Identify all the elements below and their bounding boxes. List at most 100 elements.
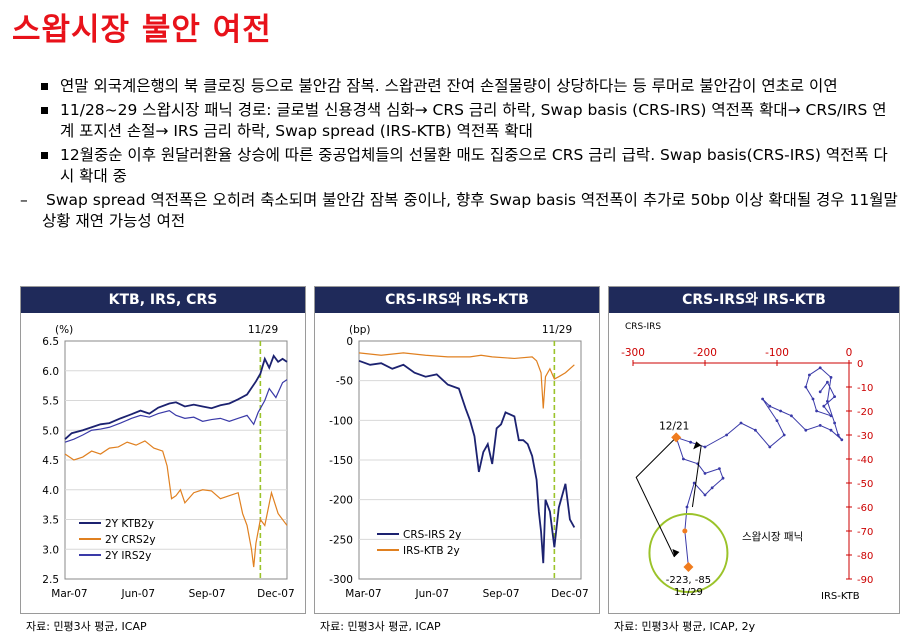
scatter-point <box>815 409 818 413</box>
bullet-item: 11/28~29 스왑시장 패닉 경로: 글로벌 신용경색 심화→ CRS 금리… <box>38 100 898 142</box>
series-line <box>358 352 575 409</box>
scatter-point <box>703 445 707 449</box>
x-tick-label: Mar-07 <box>345 588 381 600</box>
scatter-point <box>826 380 829 384</box>
scatter-point <box>768 445 772 449</box>
source-note: 자료: 민평3사 평균, ICAP <box>320 620 441 633</box>
legend-label: 2Y IRS2y <box>105 550 151 562</box>
source-note: 자료: 민평3사 평균, ICAP <box>26 620 147 633</box>
y-axis-label: IRS-KTB <box>821 591 860 602</box>
y-tick-label: -90 <box>857 575 873 586</box>
x-tick-label: -300 <box>621 347 645 359</box>
y-tick-label: 4.0 <box>42 485 59 497</box>
x-tick-label: Dec-07 <box>257 588 294 600</box>
y-tick-label: -30 <box>857 431 873 442</box>
y-tick-label: -80 <box>857 551 873 562</box>
y-tick-label: -60 <box>857 503 873 514</box>
scatter-path <box>675 367 843 568</box>
x-tick-label: Mar-07 <box>51 588 87 600</box>
y-tick-label: -50 <box>336 376 353 388</box>
y-tick-label: 2.5 <box>42 574 59 586</box>
y-tick-label: 0 <box>346 336 353 348</box>
scatter-point <box>703 493 707 497</box>
x-tick-label: Sep-07 <box>189 588 226 600</box>
line-chart-ktb-irs-crs: 6.5 6.0 5.5 5.0 4.5 4.0 3.5 3.0 2.5 (%) 11/29 Mar-0… <box>42 324 294 600</box>
event-marker-label: 11/29 <box>542 324 572 336</box>
panic-highlight-circle <box>648 513 729 593</box>
scatter-point <box>833 395 836 398</box>
annotation-label: 11/29 <box>674 587 703 598</box>
legend-label: 2Y CRS2y <box>105 534 156 546</box>
trajectory-arrow <box>691 445 702 508</box>
y-tick-label: 6.5 <box>42 336 59 348</box>
y-tick-label: -100 <box>329 415 353 427</box>
bullet-list: 연말 외국계은행의 북 클로징 등으로 불안감 잠복. 스왑관련 잔여 손절물량… <box>20 76 898 235</box>
scatter-point <box>754 428 757 432</box>
scatter-point <box>811 397 815 401</box>
y-tick-label: -40 <box>857 455 873 466</box>
scatter-point <box>768 404 772 408</box>
legend-label: IRS-KTB 2y <box>403 545 460 557</box>
key-point-11-29 <box>683 562 694 572</box>
x-tick-label: Jun-07 <box>120 588 155 600</box>
square-bullet-icon <box>41 152 48 159</box>
event-marker-label: 11/29 <box>248 324 278 336</box>
bullet-item: 12월중순 이후 원달러환율 상승에 따른 중공업체들의 선물환 매도 집중으로… <box>38 145 898 187</box>
annotation-label: 스왑시장 패닉 <box>742 531 803 543</box>
x-tick-label: -100 <box>765 347 789 359</box>
scatter-point <box>804 428 808 432</box>
scatter-point <box>739 421 743 425</box>
scatter-point <box>840 438 844 442</box>
y-tick-label: 3.0 <box>42 544 59 556</box>
scatter-point <box>782 433 786 437</box>
y-tick-label: -250 <box>329 534 353 546</box>
scatter-point <box>829 414 833 418</box>
key-point-pre-panic <box>682 528 688 534</box>
y-unit-label: (%) <box>55 324 73 336</box>
series-line <box>64 440 288 568</box>
x-tick-label: Dec-07 <box>551 588 588 600</box>
scatter-point <box>818 366 822 370</box>
series-line <box>64 379 288 443</box>
chart-panel-scatter: CRS-IRS와 IRS-KTB -300 -200 -100 0 0 -10 -20 -30… <box>608 286 900 614</box>
scatter-chart-crs-irs-vs-irs-ktb: -300 -200 -100 00 -10 -20 -30 -40 -50 -60 -70 -80 -9… <box>621 322 873 602</box>
scatter-point <box>818 424 822 427</box>
y-tick-label: 5.0 <box>42 425 59 437</box>
scatter-point <box>703 472 707 475</box>
chart-title: KTB, IRS, CRS <box>21 287 305 313</box>
y-tick-label: 0 <box>857 359 863 370</box>
chart-panel-ktb-irs-crs: KTB, IRS, CRS 6.5 6.0 5.5 5.0 4.5 4.0 3.5 3.0 2.… <box>20 286 306 614</box>
scatter-point <box>822 404 826 408</box>
scatter-point <box>818 390 822 394</box>
series-line <box>358 359 576 564</box>
scatter-point <box>808 373 811 377</box>
annotation-label: -223, -85 <box>666 575 711 586</box>
scatter-point <box>692 481 696 485</box>
line-chart-crs-irs-spread: 0 -50 -100 -150 -200 -250 -300 (bp) 11/29 Mar-07 J… <box>329 324 588 600</box>
y-tick-label: -20 <box>857 407 873 418</box>
x-axis-label: CRS-IRS <box>625 322 661 332</box>
scatter-point <box>685 505 689 509</box>
x-tick-label: 0 <box>846 347 853 359</box>
scatter-point <box>682 457 685 461</box>
legend-label: CRS-IRS 2y <box>403 529 461 541</box>
bullet-text: 11/28~29 스왑시장 패닉 경로: 글로벌 신용경색 심화→ CRS 금리… <box>60 101 887 140</box>
scatter-point <box>710 486 714 490</box>
scatter-point <box>761 397 764 401</box>
y-tick-label: -200 <box>329 495 353 507</box>
x-tick-label: -200 <box>693 347 717 359</box>
bullet-text: 12월중순 이후 원달러환율 상승에 따른 중공업체들의 선물환 매도 집중으로… <box>60 146 888 185</box>
bullet-text: 연말 외국계은행의 북 클로징 등으로 불안감 잠복. 스왑관련 잔여 손절물량… <box>60 77 838 95</box>
scatter-point <box>826 400 829 403</box>
chart-panel-crs-irs-spread: CRS-IRS와 IRS-KTB 0 -50 -100 -150 -200 -250 -30… <box>314 286 600 614</box>
source-note: 자료: 민평3사 평균, ICAP, 2y <box>614 620 756 633</box>
series-line <box>64 354 288 440</box>
trajectory-arrow <box>635 437 677 558</box>
y-tick-label: 5.5 <box>42 396 59 408</box>
y-tick-label: 3.5 <box>42 515 59 527</box>
x-tick-label: Jun-07 <box>414 588 449 600</box>
chart-title: CRS-IRS와 IRS-KTB <box>609 287 899 313</box>
scatter-point <box>829 376 833 379</box>
square-bullet-icon <box>41 107 48 114</box>
arrowhead-icon <box>693 441 702 450</box>
